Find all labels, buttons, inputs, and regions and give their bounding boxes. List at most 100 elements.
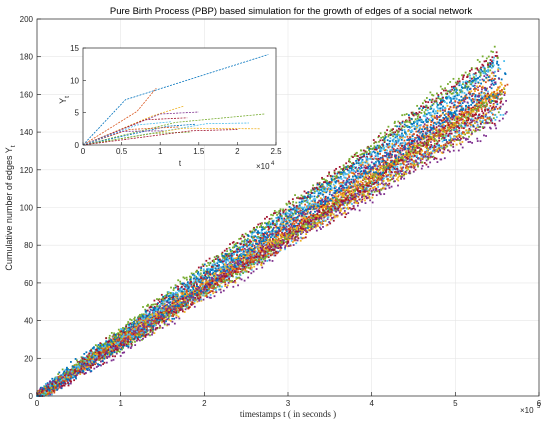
- main-chart-title: Pure Birth Process (PBP) based simulatio…: [110, 6, 472, 17]
- main-data-point: [472, 129, 475, 132]
- main-data-point: [264, 222, 266, 224]
- main-data-point: [480, 108, 483, 110]
- main-data-point: [242, 259, 245, 262]
- main-data-point: [202, 265, 205, 267]
- main-data-point: [318, 183, 321, 186]
- main-data-point: [197, 288, 200, 291]
- main-data-point: [477, 126, 480, 129]
- main-data-point: [75, 359, 78, 362]
- main-data-point: [389, 159, 392, 162]
- main-data-point: [420, 161, 422, 164]
- main-data-point: [107, 355, 110, 358]
- main-data-point: [326, 175, 329, 177]
- main-data-point: [226, 263, 229, 266]
- main-data-point: [246, 241, 249, 243]
- main-data-point: [315, 207, 318, 210]
- main-data-point: [306, 218, 309, 221]
- main-data-point: [371, 196, 374, 199]
- main-data-point: [424, 113, 426, 115]
- main-data-point: [139, 321, 141, 324]
- main-data-point: [222, 289, 225, 292]
- main-data-point: [311, 187, 314, 190]
- main-data-point: [176, 294, 179, 297]
- main-data-point: [226, 286, 228, 289]
- main-data-point: [239, 237, 242, 240]
- main-data-point: [331, 216, 334, 219]
- main-data-point: [372, 174, 375, 176]
- main-data-point: [329, 198, 332, 201]
- main-data-point: [272, 212, 275, 215]
- main-data-point: [455, 94, 457, 97]
- main-data-point: [476, 124, 479, 127]
- main-data-point: [312, 212, 315, 215]
- main-data-point: [303, 214, 306, 217]
- main-data-point: [112, 358, 115, 361]
- main-data-point: [305, 196, 307, 199]
- main-data-point: [161, 310, 164, 313]
- main-data-point: [262, 237, 265, 239]
- main-data-point: [473, 79, 475, 82]
- main-data-point: [477, 99, 480, 102]
- main-data-point: [345, 192, 348, 195]
- main-data-point: [504, 73, 507, 76]
- main-data-point: [461, 87, 464, 89]
- main-data-point: [385, 133, 388, 136]
- main-data-point: [356, 204, 359, 207]
- main-data-point: [464, 85, 467, 87]
- main-data-point: [403, 159, 406, 161]
- main-data-point: [459, 143, 462, 146]
- main-data-point: [387, 135, 390, 138]
- main-data-point: [332, 205, 335, 208]
- main-data-point: [414, 142, 416, 145]
- main-data-point: [304, 217, 307, 220]
- main-data-point: [370, 193, 373, 196]
- main-data-point: [472, 109, 475, 111]
- main-data-point: [472, 125, 475, 128]
- main-data-point: [166, 303, 168, 306]
- main-data-point: [137, 323, 140, 326]
- main-data-point: [426, 140, 428, 143]
- main-data-point: [81, 356, 84, 359]
- main-data-point: [413, 149, 416, 152]
- main-data-point: [320, 188, 322, 191]
- main-data-point: [402, 169, 404, 172]
- main-data-point: [423, 140, 426, 143]
- main-data-point: [323, 178, 325, 181]
- main-data-point: [460, 118, 463, 121]
- main-data-point: [94, 344, 97, 347]
- main-data-point: [437, 149, 440, 152]
- main-data-point: [489, 59, 492, 61]
- main-data-point: [478, 129, 481, 132]
- main-data-point: [136, 335, 138, 338]
- main-data-point: [168, 296, 171, 299]
- main-data-point: [362, 149, 365, 152]
- main-data-point: [452, 113, 455, 116]
- main-data-point: [278, 217, 281, 219]
- main-data-point: [272, 252, 275, 255]
- main-data-point: [390, 162, 392, 165]
- main-data-point: [412, 170, 415, 173]
- main-data-point: [454, 131, 457, 134]
- main-data-point: [238, 250, 241, 253]
- main-data-point: [187, 303, 189, 306]
- main-data-point: [399, 136, 401, 139]
- main-data-point: [494, 78, 496, 80]
- main-data-point: [323, 213, 326, 216]
- main-data-point: [345, 162, 348, 165]
- main-data-point: [366, 159, 369, 162]
- main-data-point: [66, 380, 69, 382]
- main-data-point: [145, 317, 148, 320]
- main-data-point: [235, 276, 238, 279]
- main-data-point: [266, 255, 269, 258]
- main-data-point: [157, 302, 159, 305]
- main-data-point: [303, 219, 306, 222]
- main-data-point: [212, 269, 215, 272]
- main-data-point: [455, 138, 458, 141]
- main-data-point: [41, 387, 44, 390]
- main-data-point: [466, 88, 469, 91]
- main-data-point: [452, 143, 455, 146]
- main-data-point: [281, 223, 284, 225]
- main-data-point: [168, 323, 170, 326]
- main-data-point: [354, 208, 357, 211]
- main-data-point: [231, 250, 234, 252]
